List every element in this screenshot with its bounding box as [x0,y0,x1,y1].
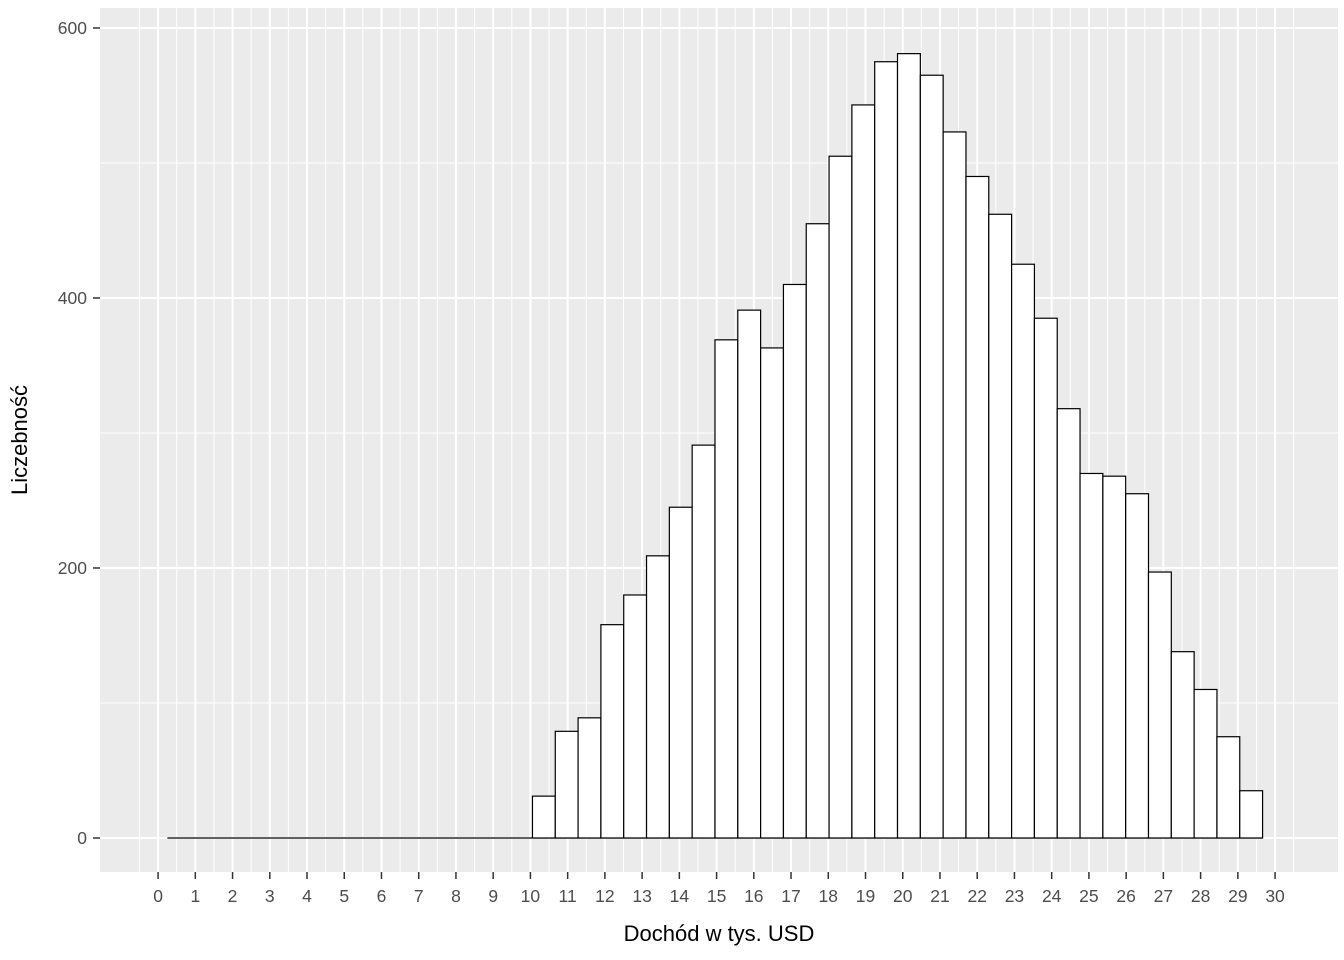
x-tick-label: 10 [521,886,541,906]
histogram-bar [1010,263,1036,839]
x-tick-label: 6 [377,886,387,906]
histogram-bar [577,717,602,839]
histogram-bar [668,506,693,839]
histogram-bar [531,795,556,839]
histogram-bar [714,339,739,839]
x-tick-label: 2 [228,886,238,906]
histogram-bar [645,555,670,839]
histogram-bar [1216,736,1241,839]
x-tick-label: 11 [559,886,577,906]
x-tick-label: 29 [1228,886,1247,906]
x-tick-label: 30 [1265,886,1285,906]
x-tick-label: 3 [265,886,275,906]
histogram-bar [623,594,648,839]
x-tick-label: 1 [190,886,200,906]
histogram-bar [805,223,830,839]
y-tick-label: 400 [58,288,87,308]
x-tick-label: 23 [1005,886,1024,906]
x-tick-label: 12 [595,886,614,906]
x-tick-label: 24 [1042,886,1062,906]
x-tick-label: 28 [1191,886,1210,906]
histogram-bar [965,175,990,839]
histogram-bar [1033,317,1058,839]
histogram-bar [1170,651,1195,839]
x-tick-label: 22 [967,886,986,906]
x-tick-label: 17 [781,886,800,906]
x-tick-label: 25 [1079,886,1098,906]
chart-plot-area: 0 1 2 3 4 5 6 7 8 9 10 11 12 13 14 15 16 17 18 19 20 21 22 23 24… [58,8,1338,906]
histogram-bar [988,213,1013,839]
histogram-bar [919,74,944,839]
histogram-bar [1125,493,1150,839]
histogram-bar [1147,571,1172,839]
x-tick-label: 14 [670,886,690,906]
histogram-bar [1193,688,1218,839]
x-tick-label: 4 [302,886,312,906]
x-tick-label: 15 [707,886,726,906]
x-axis-title: Dochód w tys. USD [624,921,815,946]
histogram-bar [600,624,625,839]
histogram-bar [828,155,853,839]
histogram-bar [691,444,716,839]
y-tick-label: 600 [58,18,87,38]
x-tick-label: 27 [1154,886,1173,906]
y-tick-label: 200 [58,558,87,578]
histogram-bar [760,347,785,839]
x-tick-label: 21 [930,886,949,906]
x-tick-label: 8 [451,886,461,906]
x-tick-label: 19 [856,886,875,906]
histogram-bar [782,283,807,839]
histogram-bar [1239,790,1264,839]
x-tick-label: 20 [893,886,913,906]
x-tick-label: 7 [414,886,424,906]
x-tick-label: 5 [339,886,349,906]
histogram-bar [874,61,899,839]
x-tick-label: 18 [819,886,838,906]
histogram-bar [554,730,579,839]
histogram-bar [1102,475,1127,839]
histogram-bar [1079,472,1104,839]
histogram-bar [942,131,967,839]
x-tick-label: 26 [1116,886,1135,906]
histogram-bar [896,53,921,839]
histogram-bar [851,104,876,839]
x-tick-label: 13 [632,886,651,906]
x-tick-label: 0 [153,886,163,906]
histogram-bar [1056,408,1081,839]
histogram-bar [737,309,762,839]
x-tick-label: 16 [744,886,763,906]
y-tick-label: 0 [77,828,87,848]
x-tick-label: 9 [488,886,498,906]
y-axis-title: Liczebność [7,385,32,495]
